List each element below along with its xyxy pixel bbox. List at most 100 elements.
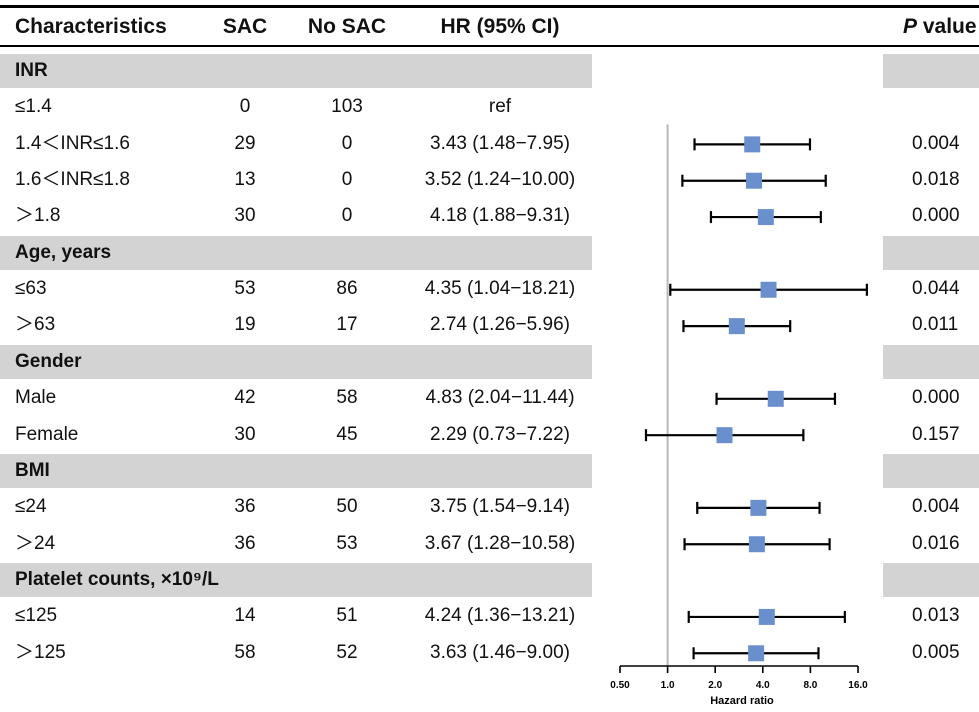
row-hr-ci: 4.35 (1.04−18.21) — [424, 278, 576, 300]
ci-mark — [696, 499, 821, 516]
header-p-italic: P — [903, 15, 918, 38]
row-no-sac: 0 — [341, 169, 353, 191]
hr-point — [728, 318, 745, 335]
top-rule — [0, 5, 979, 8]
group-band — [0, 235, 592, 270]
ci-mark — [687, 608, 846, 625]
group-label: BMI — [15, 459, 50, 481]
row-label: 1.4＜INR≤1.6 — [15, 132, 130, 154]
row-sac: 58 — [234, 641, 256, 663]
row-no-sac: 0 — [341, 205, 353, 227]
ci-mark — [669, 281, 868, 298]
group-label: Gender — [15, 350, 82, 372]
row-no-sac: 52 — [336, 641, 358, 663]
group-band-right — [883, 54, 979, 88]
ci-mark — [709, 209, 822, 226]
hr-point — [750, 499, 767, 516]
group-band-right — [883, 235, 979, 270]
row-hr-ci: 3.52 (1.24−10.00) — [424, 169, 576, 191]
row-p-value: 0.005 — [912, 641, 960, 663]
row-p-value: 0.013 — [912, 605, 960, 627]
row-p-value: 0.157 — [912, 423, 960, 445]
hr-point — [767, 390, 784, 407]
hr-point — [746, 172, 763, 189]
row-hr-ci: 3.63 (1.46−9.00) — [430, 641, 570, 663]
row-hr-ci: ref — [488, 96, 512, 118]
header-hr: HR (95% CI) — [440, 15, 560, 38]
row-hr-ci: 4.83 (2.04−11.44) — [425, 387, 575, 409]
group-band-right — [883, 562, 979, 597]
group-band-right — [883, 453, 979, 488]
row-sac: 0 — [239, 96, 251, 118]
row-hr-ci: 3.75 (1.54−9.14) — [430, 496, 570, 518]
row-sac: 42 — [234, 387, 256, 409]
row-label: ＞125 — [15, 641, 66, 663]
row-hr-ci: 2.74 (1.26−5.96) — [430, 314, 570, 336]
ci-mark — [693, 136, 812, 153]
x-tick-label: 16.0 — [848, 680, 868, 691]
row-no-sac: 51 — [336, 605, 358, 627]
row-p-value: 0.044 — [912, 278, 960, 300]
row-sac: 36 — [234, 496, 256, 518]
row-no-sac: 0 — [341, 132, 353, 154]
x-tick-label: 0.50 — [610, 680, 630, 691]
row-p-value: 0.011 — [912, 314, 959, 336]
row-no-sac: 58 — [336, 387, 358, 409]
group-band — [0, 562, 592, 597]
row-label: ≤24 — [15, 496, 47, 518]
group-band — [0, 54, 592, 88]
x-tick-label: 2.0 — [708, 680, 722, 691]
row-p-value: 0.004 — [912, 496, 960, 518]
header-no-sac: No SAC — [307, 15, 387, 38]
header-characteristics: Characteristics — [15, 15, 167, 38]
row-p-value: 0.016 — [912, 532, 960, 554]
hr-point — [716, 427, 733, 444]
row-label: ＞63 — [15, 314, 56, 336]
group-label: Platelet counts, ×10⁹/L — [15, 568, 219, 590]
hr-point — [760, 281, 777, 298]
header-p-rest: value — [917, 15, 977, 38]
row-no-sac: 50 — [336, 496, 358, 518]
row-no-sac: 45 — [336, 423, 358, 445]
row-label: ≤63 — [15, 278, 47, 300]
header-sac: SAC — [222, 15, 268, 38]
row-sac: 13 — [234, 169, 256, 191]
row-no-sac: 17 — [336, 314, 358, 336]
row-hr-ci: 4.24 (1.36−13.21) — [424, 605, 576, 627]
header-p-value: P value — [903, 10, 977, 44]
hr-point — [758, 608, 775, 625]
ci-mark — [682, 318, 792, 335]
header-rule — [0, 45, 979, 47]
ci-mark — [681, 172, 827, 189]
row-hr-ci: 3.67 (1.28−10.58) — [424, 532, 576, 554]
group-band-right — [883, 344, 979, 379]
row-sac: 19 — [234, 314, 256, 336]
x-axis-label: Hazard ratio — [710, 695, 774, 707]
row-hr-ci: 4.18 (1.88−9.31) — [430, 205, 570, 227]
row-sac: 53 — [234, 278, 256, 300]
hr-point — [748, 536, 765, 553]
row-sac: 30 — [234, 423, 256, 445]
hr-point — [757, 209, 774, 226]
ci-mark — [715, 390, 837, 407]
group-label: INR — [15, 60, 48, 81]
x-tick-label: 4.0 — [756, 680, 770, 691]
group-band — [0, 453, 592, 488]
ci-mark — [692, 645, 820, 662]
row-hr-ci: 3.43 (1.48−7.95) — [430, 132, 570, 154]
group-band — [0, 344, 592, 379]
row-sac: 29 — [234, 132, 256, 154]
row-label: ＞1.8 — [15, 205, 61, 227]
ci-mark — [683, 536, 831, 553]
row-p-value: 0.004 — [912, 132, 960, 154]
ci-mark — [644, 427, 805, 444]
row-label: ≤1.4 — [15, 96, 52, 118]
x-tick-label: 1.0 — [661, 680, 675, 691]
row-label: Male — [15, 387, 57, 409]
row-p-value: 0.000 — [912, 387, 960, 409]
row-label: ＞24 — [15, 532, 56, 554]
row-sac: 36 — [234, 532, 256, 554]
group-label: Age, years — [15, 241, 112, 263]
row-sac: 14 — [234, 605, 256, 627]
